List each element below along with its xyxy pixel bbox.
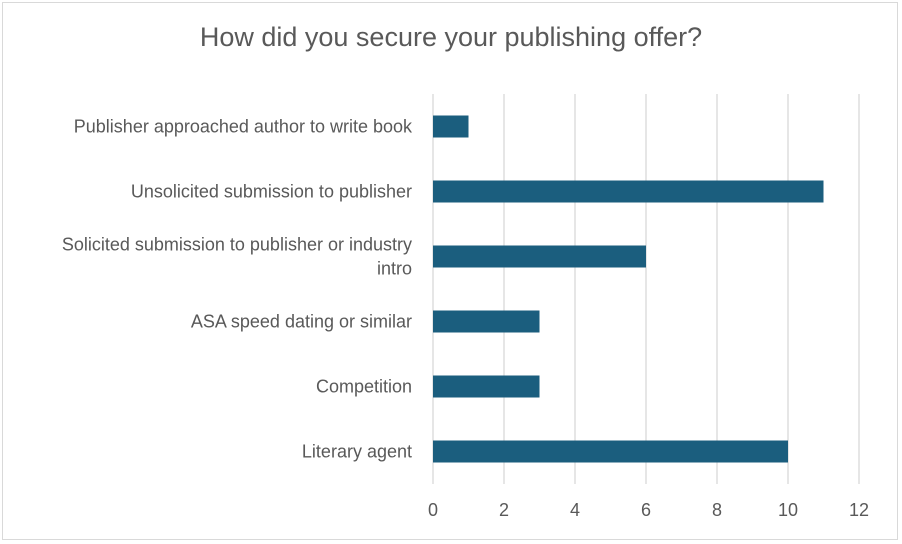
category-label: Publisher approached author to write boo… xyxy=(74,117,413,137)
category-label: ASA speed dating or similar xyxy=(191,312,412,332)
category-labels: Publisher approached author to write boo… xyxy=(62,117,413,462)
category-label-line: ASA speed dating or similar xyxy=(191,312,412,332)
x-tick-label: 4 xyxy=(570,500,580,520)
x-tick-label: 12 xyxy=(849,500,869,520)
bar xyxy=(433,310,540,333)
category-label: Literary agent xyxy=(302,442,412,462)
category-label-line: Solicited submission to publisher or ind… xyxy=(62,235,412,255)
category-label: Solicited submission to publisher or ind… xyxy=(62,235,412,279)
bar xyxy=(433,115,469,138)
bar xyxy=(433,180,824,203)
bar xyxy=(433,375,540,398)
chart-title: How did you secure your publishing offer… xyxy=(199,22,703,52)
category-label: Competition xyxy=(316,377,412,397)
x-tick-label: 2 xyxy=(499,500,509,520)
category-label: Unsolicited submission to publisher xyxy=(131,182,412,202)
x-tick-label: 0 xyxy=(428,500,438,520)
gridlines xyxy=(432,94,860,484)
category-label-line: Publisher approached author to write boo… xyxy=(74,117,413,137)
x-tick-label: 6 xyxy=(641,500,651,520)
category-label-line: intro xyxy=(377,259,412,279)
x-tick-label: 8 xyxy=(712,500,722,520)
category-label-line: Competition xyxy=(316,377,412,397)
bar xyxy=(433,440,788,463)
x-axis-tick-labels: 0 2 4 6 8 10 12 xyxy=(428,500,869,520)
category-label-line: Literary agent xyxy=(302,442,412,462)
bar xyxy=(433,245,646,268)
x-tick-label: 10 xyxy=(778,500,798,520)
category-label-line: Unsolicited submission to publisher xyxy=(131,182,412,202)
bars xyxy=(433,115,824,463)
